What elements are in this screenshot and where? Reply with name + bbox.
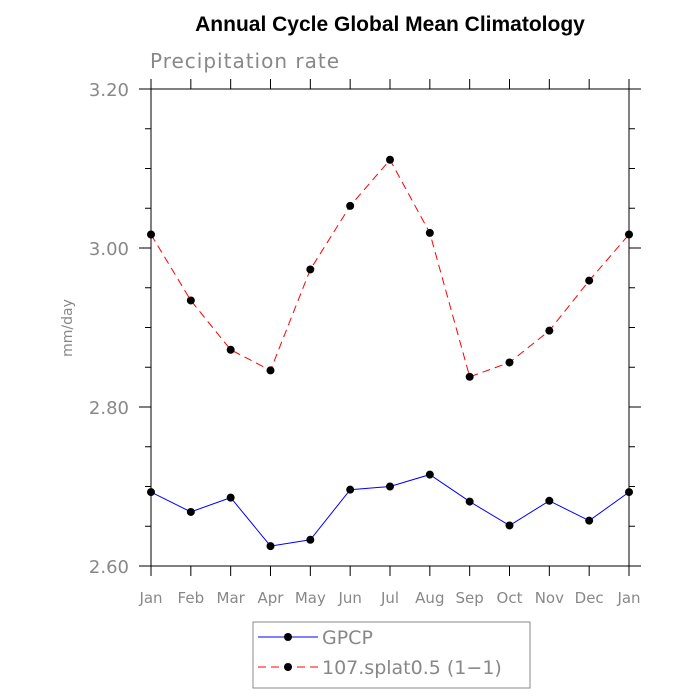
data-point: [306, 265, 315, 274]
data-point: [545, 326, 554, 335]
series-0: [147, 470, 633, 551]
chart-subtitle: Precipitation rate: [150, 49, 340, 73]
data-point: [147, 488, 155, 497]
x-tick-label: Jun: [337, 589, 361, 607]
data-point: [425, 228, 434, 237]
data-point: [545, 496, 554, 505]
data-point: [266, 366, 275, 375]
series-1: [147, 155, 633, 381]
data-point: [505, 521, 514, 530]
data-point: [585, 276, 594, 285]
data-point: [306, 535, 315, 544]
x-tick-label: Oct: [497, 589, 523, 607]
x-tick-label: Jul: [380, 589, 399, 607]
x-tick-label: Nov: [535, 589, 564, 607]
data-point: [226, 493, 235, 502]
x-tick-label: May: [295, 589, 326, 607]
legend-model-marker: [284, 663, 292, 671]
data-point: [226, 345, 235, 354]
data-point: [147, 230, 155, 239]
x-tick-label: Aug: [415, 589, 444, 607]
x-tick-label: Sep: [456, 589, 484, 607]
legend-gpcp-marker: [284, 633, 292, 641]
data-point: [386, 482, 394, 491]
x-tick-label: Mar: [217, 589, 246, 607]
data-point: [425, 470, 434, 479]
x-tick-label: Apr: [258, 589, 285, 607]
data-point: [505, 358, 514, 367]
data-point: [465, 372, 474, 381]
y-axis-label: mm/day: [60, 299, 76, 357]
legend: GPCP 107.splat0.5 (1−1): [252, 621, 531, 689]
y-tick-label: 3.20: [89, 80, 129, 101]
data-point: [186, 507, 195, 516]
data-point: [625, 230, 633, 239]
y-tick-label: 2.60: [89, 557, 129, 578]
data-point: [346, 485, 355, 494]
data-point: [465, 497, 474, 506]
legend-gpcp-label: GPCP: [322, 627, 373, 649]
series-group: [147, 155, 633, 551]
x-tick-label: Jan: [138, 589, 162, 607]
x-tick-label: Jan: [616, 589, 640, 607]
chart-title: Annual Cycle Global Mean Climatology: [195, 13, 585, 36]
data-point: [386, 155, 394, 164]
data-point: [346, 201, 355, 210]
data-point: [186, 296, 195, 305]
legend-box: [252, 621, 531, 689]
data-point: [266, 542, 275, 551]
axes: 2.60 2.80 3.00 3.20 Jan Feb Mar Apr May Jun Jul Aug…: [89, 79, 641, 607]
x-tick-label: Dec: [575, 589, 604, 607]
data-point: [625, 488, 633, 497]
x-tick-label: Feb: [178, 589, 205, 607]
legend-model-label: 107.splat0.5 (1−1): [322, 657, 502, 679]
y-tick-label: 2.80: [89, 398, 129, 419]
series-line: [150, 158, 630, 378]
y-tick-label: 3.00: [89, 239, 129, 260]
data-point: [585, 516, 594, 525]
